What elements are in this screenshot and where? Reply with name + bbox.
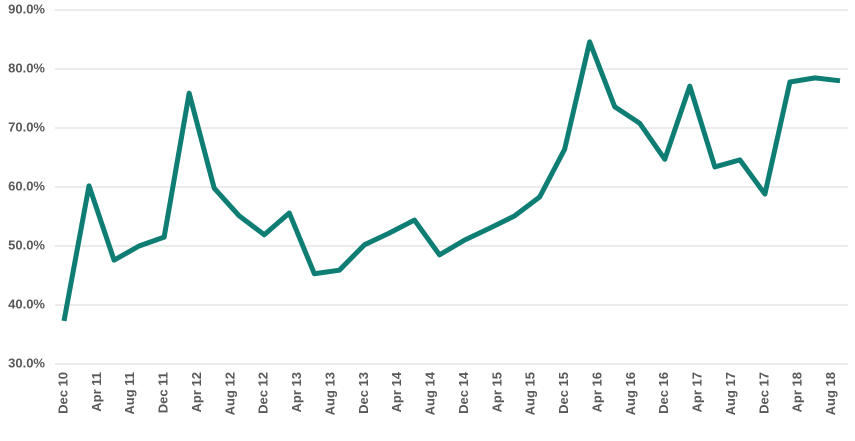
x-tick-label: Dec 17 xyxy=(756,372,771,414)
x-tick-label: Dec 10 xyxy=(55,372,70,414)
x-tick-label: Apr 14 xyxy=(389,371,404,412)
y-tick-label: 40.0% xyxy=(8,296,45,311)
line-series xyxy=(61,39,841,322)
x-tick-label: Aug 17 xyxy=(723,372,738,415)
x-tick-label: Dec 13 xyxy=(356,372,371,414)
y-tick-label: 70.0% xyxy=(8,119,45,134)
x-tick-label: Aug 13 xyxy=(322,372,337,415)
y-tick-label: 90.0% xyxy=(8,1,45,16)
x-tick-label: Aug 12 xyxy=(222,372,237,415)
x-tick-label: Aug 16 xyxy=(623,372,638,415)
x-tick-label: Aug 14 xyxy=(423,371,438,415)
x-tick-label: Apr 17 xyxy=(690,372,705,412)
x-tick-label: Apr 16 xyxy=(589,372,604,412)
x-tick-label: Apr 13 xyxy=(289,372,304,412)
x-tick-label: Dec 15 xyxy=(556,372,571,414)
x-tick-label: Aug 15 xyxy=(523,372,538,415)
y-tick-label: 30.0% xyxy=(8,355,45,370)
x-tick-label: Apr 12 xyxy=(189,372,204,412)
x-tick-label: Apr 15 xyxy=(489,372,504,412)
x-tick-label: Dec 12 xyxy=(256,372,271,414)
x-tick-label: Dec 11 xyxy=(156,372,171,413)
y-tick-label: 60.0% xyxy=(8,178,45,193)
x-tick-label: Aug 11 xyxy=(122,372,137,415)
x-tick-label: Apr 18 xyxy=(790,372,805,412)
y-tick-label: 50.0% xyxy=(8,237,45,252)
x-tick-label: Aug 18 xyxy=(823,372,838,415)
x-tick-label: Dec 14 xyxy=(456,371,471,414)
x-tick-label: Apr 11 xyxy=(89,372,104,412)
y-tick-label: 80.0% xyxy=(8,60,45,75)
x-tick-label: Dec 16 xyxy=(656,372,671,414)
